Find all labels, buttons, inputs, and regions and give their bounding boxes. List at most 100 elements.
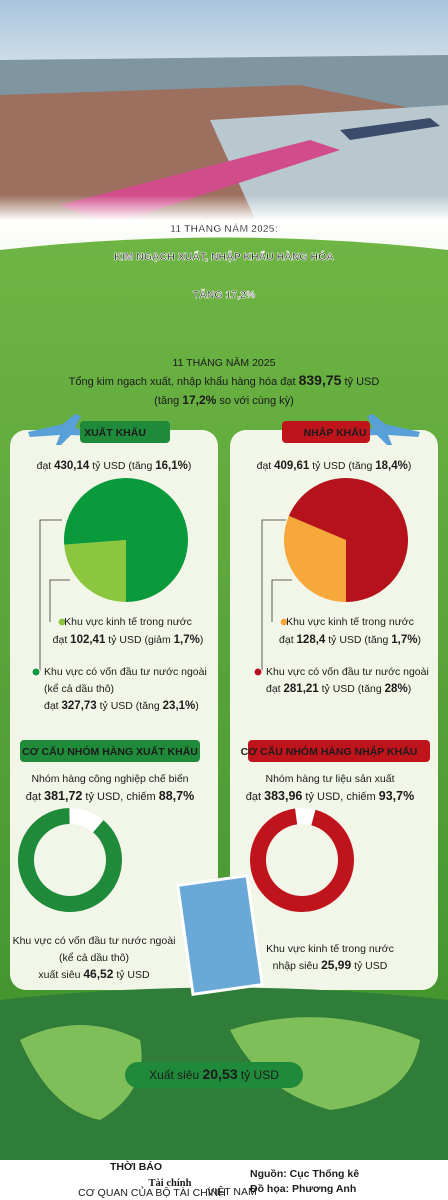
structure-group: Nhóm hàng tư liệu sản xuất <box>265 773 394 785</box>
summary-period: 11 THÁNG NĂM 2025 <box>173 356 276 369</box>
summary-total: Tổng kim ngạch xuất, nhập khẩu hàng hóa … <box>69 372 380 388</box>
text-part: (tăng <box>154 395 182 407</box>
text-part: so với cùng kỳ) <box>216 395 294 407</box>
connector <box>261 519 292 672</box>
surplus-pill <box>125 1062 303 1088</box>
domestic-name: Khu vực kinh tế trong nước <box>286 616 414 628</box>
text-part: tỷ USD (tăng <box>89 460 155 472</box>
text-part: ) <box>195 700 199 712</box>
plane-icon <box>28 414 95 445</box>
balance-text: nhập siêu 25,99 tỷ USD <box>273 958 388 972</box>
text-part: tỷ USD, chiếm <box>302 791 378 803</box>
text-part: tỷ USD (tăng <box>97 700 163 712</box>
text-part: tỷ USD (tăng <box>319 683 385 695</box>
text-part: ) <box>408 683 412 695</box>
brand-sub: VIỆT NAM <box>207 1185 256 1198</box>
text-part: đạt <box>37 460 55 472</box>
text-part: đạt <box>279 634 297 646</box>
section-label: NHẬP KHẨU <box>304 426 367 439</box>
text-part: 23,1% <box>163 700 196 712</box>
text-part: nhập siêu <box>273 960 321 972</box>
domestic-name: Khu vực kinh tế trong nước <box>64 616 192 628</box>
credit: Đồ họa: Phương Anh <box>250 1183 356 1195</box>
text-part: 1,7% <box>174 634 200 646</box>
text-part: tỷ USD, chiếm <box>82 791 158 803</box>
summary-growth: (tăng 17,2% so với cùng kỳ) <box>154 393 294 407</box>
text-part: 18,4% <box>375 460 408 472</box>
text-part: 128,4 <box>297 634 326 646</box>
structure-group: Nhóm hàng công nghiệp chế biến <box>31 773 188 785</box>
text-part: 430,14 <box>54 460 90 472</box>
text-part: tỷ USD (giảm <box>105 634 173 646</box>
donut-arc <box>250 808 354 912</box>
structure-label: CƠ CẤU NHÓM HÀNG NHẬP KHẨU <box>241 745 418 758</box>
text-part: 327,73 <box>62 700 97 712</box>
fdi-line: (kể cả dầu thô) <box>44 683 114 695</box>
ship <box>340 118 440 140</box>
text-part: đạt <box>246 791 264 803</box>
brand-small: THỜI BÁO <box>110 1160 162 1173</box>
text-part: ) <box>200 634 204 646</box>
section-label: XUẤT KHẨU <box>84 426 146 439</box>
legend-dot <box>57 617 67 627</box>
text-part: ) <box>417 634 421 646</box>
pie-slice <box>283 515 346 602</box>
structure-text: đạt 383,96 tỷ USD, chiếm 93,7% <box>246 789 414 803</box>
text-part: 839,75 <box>299 372 342 388</box>
text-part: đạt <box>266 683 284 695</box>
text-part: 1,7% <box>391 634 417 646</box>
text-part: 102,41 <box>70 634 106 646</box>
donut-arc <box>18 808 122 912</box>
balance-line: Khu vực có vốn đầu tư nước ngoài <box>13 935 176 947</box>
text-part: 383,96 <box>264 789 302 803</box>
pie-slice <box>63 477 188 602</box>
world-board <box>175 873 265 997</box>
text-part: tỷ USD (tăng <box>309 460 375 472</box>
text-part: 20,53 <box>202 1066 237 1082</box>
text-part: 93,7% <box>379 789 414 803</box>
connector <box>39 519 70 672</box>
text-part: tỷ USD (tăng <box>325 634 391 646</box>
structure-label: CƠ CẤU NHÓM HÀNG XUẤT KHẨU <box>22 745 198 758</box>
text-part: đạt <box>26 791 44 803</box>
pie-slice <box>64 540 126 602</box>
title-line: TĂNG 17,2% <box>193 288 256 301</box>
balance-text: xuất siêu 46,52 tỷ USD <box>38 967 150 981</box>
export-badge <box>80 421 170 443</box>
text-part: ) <box>188 460 192 472</box>
text-part: 88,7% <box>159 789 194 803</box>
section-total: đạt 409,61 tỷ USD (tăng 18,4%) <box>257 460 412 472</box>
text-part: 409,61 <box>274 460 310 472</box>
legend-dot <box>31 667 41 677</box>
text-part: ) <box>408 460 412 472</box>
footer-bg <box>0 1160 448 1200</box>
balance-line: (kể cả dầu thô) <box>59 952 129 964</box>
legend-dot <box>253 667 263 677</box>
text-part: tỷ USD <box>351 960 388 972</box>
text-part: đạt <box>257 460 275 472</box>
legend-dot <box>279 617 289 627</box>
title-line: KIM NGẠCH XUẤT, NHẬP KHẨU HÀNG HÓA <box>114 250 334 263</box>
text-part: 16,1% <box>155 460 188 472</box>
text-part: 381,72 <box>44 789 82 803</box>
domestic-text: đạt 102,41 tỷ USD (giảm 1,7%) <box>53 634 204 646</box>
trade-surplus: Xuất siêu 20,53 tỷ USD <box>149 1066 279 1082</box>
balance-line: Khu vực kinh tế trong nước <box>266 943 394 955</box>
text-part: tỷ USD <box>341 376 379 388</box>
text-part: 17,2% <box>182 393 216 407</box>
text-part: xuất siêu <box>38 969 83 981</box>
continents <box>20 1017 420 1120</box>
text-part: Xuất siêu <box>149 1068 202 1082</box>
source: Nguồn: Cục Thống kê <box>250 1168 359 1180</box>
text-part: Tổng kim ngạch xuất, nhập khẩu hàng hóa … <box>69 376 299 388</box>
fdi-line: Khu vực có vốn đầu tư nước ngoài <box>266 666 429 678</box>
structure-text: đạt 381,72 tỷ USD, chiếm 88,7% <box>26 789 194 803</box>
fdi-text: đạt 281,21 tỷ USD (tăng 28%) <box>266 683 411 695</box>
export-structure-badge <box>20 740 200 762</box>
pie-slice <box>288 477 408 602</box>
text-part: 281,21 <box>284 683 320 695</box>
fdi-line: Khu vực có vốn đầu tư nước ngoài <box>44 666 207 678</box>
text-part: 25,99 <box>321 958 351 972</box>
text-part: tỷ USD <box>113 969 150 981</box>
